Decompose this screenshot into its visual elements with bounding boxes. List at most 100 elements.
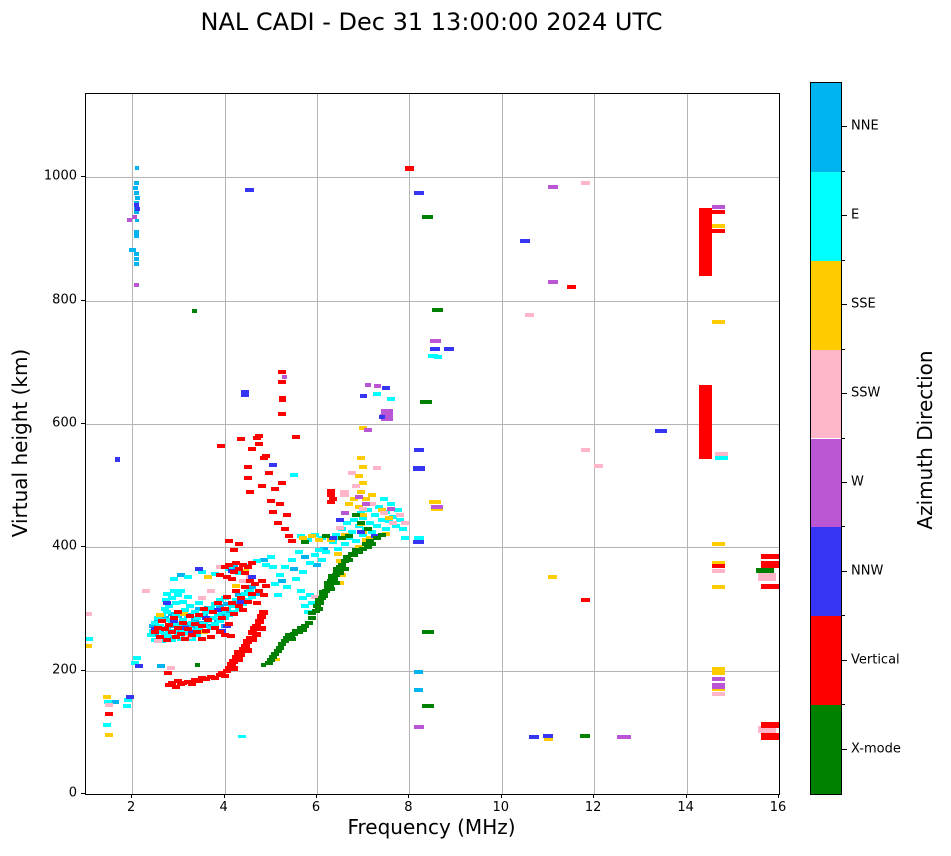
data-point-sse [336, 581, 345, 586]
data-point-nne [134, 190, 140, 195]
data-point-vertical [218, 616, 227, 621]
data-point-vertical [273, 520, 282, 525]
data-point-vertical [248, 591, 257, 596]
data-point-sse [86, 644, 93, 648]
y-tick-label: 200 [52, 662, 77, 678]
data-point-e [347, 529, 356, 534]
data-point-e [340, 542, 349, 547]
data-point-x-mode [280, 639, 289, 643]
data-point-vertical [234, 566, 243, 571]
data-point-e [211, 622, 220, 627]
data-point-nne [414, 669, 424, 674]
data-point-e [266, 554, 275, 559]
y-tick-label: 600 [52, 415, 77, 431]
data-point-vertical [285, 534, 294, 539]
data-point-x-mode [287, 636, 296, 641]
data-point-vertical [283, 513, 291, 518]
data-point-e [370, 513, 379, 518]
data-point-e [386, 502, 395, 507]
data-point-e [190, 610, 199, 615]
data-point-vertical [225, 562, 234, 567]
data-point-e [382, 526, 391, 531]
data-point-e [287, 557, 296, 562]
data-point-vertical [254, 618, 264, 624]
data-point-vertical [202, 677, 211, 682]
data-point-nne [222, 602, 231, 606]
data-point-x-mode [345, 534, 354, 539]
colorbar-tick [842, 481, 847, 483]
data-point-e [234, 571, 243, 576]
data-point-x-mode [278, 642, 287, 647]
data-point-nne [167, 611, 176, 616]
data-point-vertical [216, 630, 224, 635]
data-point-e [232, 597, 241, 602]
x-axis-tick [316, 794, 317, 798]
x-axis-tick [223, 794, 225, 798]
data-point-ssw [594, 463, 604, 468]
data-point-e [102, 722, 111, 727]
data-point-nnw [114, 456, 120, 462]
data-point-sse [712, 671, 726, 676]
data-point-nne [149, 624, 157, 629]
data-point-vertical [195, 613, 204, 618]
x-axis-tick [131, 794, 133, 798]
data-point-nnw [655, 429, 668, 434]
data-point-nne [133, 185, 139, 190]
data-point-x-mode [345, 557, 354, 562]
data-point-e [172, 600, 181, 605]
data-point-x-mode [301, 540, 310, 545]
data-point-vertical [698, 208, 712, 276]
data-point-e [299, 595, 308, 600]
data-point-e [400, 536, 409, 541]
colorbar-segment-vertical [811, 616, 841, 706]
data-point-ssw [166, 666, 175, 671]
data-point-vertical [276, 502, 284, 507]
data-point-vertical [236, 652, 246, 658]
data-point-vertical [162, 637, 171, 642]
data-point-x-mode [756, 568, 775, 574]
data-point-vertical [760, 584, 779, 590]
data-point-x-mode [419, 400, 432, 405]
data-point-vertical [278, 480, 287, 485]
gridline-vertical [686, 94, 688, 794]
data-point-sse [315, 537, 324, 542]
data-point-nne [110, 699, 119, 704]
data-point-ssw [712, 691, 726, 696]
data-point-nne [414, 688, 424, 693]
data-point-w [547, 280, 558, 285]
data-point-vertical [280, 526, 289, 531]
data-point-vertical [197, 636, 206, 641]
data-point-e [183, 574, 192, 579]
data-point-sse [359, 513, 368, 518]
data-point-vertical [211, 676, 220, 681]
data-point-sse [359, 480, 368, 485]
data-point-sse [354, 474, 363, 479]
data-point-nne [134, 166, 139, 170]
data-point-ssw [359, 507, 368, 512]
data-point-sse [712, 561, 726, 566]
data-point-w [340, 511, 349, 516]
data-point-x-mode [331, 581, 340, 586]
data-point-vertical [266, 499, 275, 503]
data-point-vertical [257, 579, 266, 584]
colorbar-boundary-tick [842, 704, 845, 706]
colorbar-tick-label: W [851, 474, 864, 490]
chart-title: NAL CADI - Dec 31 13:00:00 2024 UTC [200, 8, 663, 36]
data-point-vertical [168, 681, 177, 685]
data-point-sse [241, 568, 250, 573]
data-point-w [413, 725, 424, 730]
data-point-e [296, 588, 305, 593]
x-axis-tick [685, 794, 687, 798]
data-point-vertical [227, 600, 236, 605]
data-point-vertical [229, 548, 238, 553]
data-point-e [306, 560, 315, 565]
data-point-sse [275, 658, 281, 662]
plot-area [85, 93, 780, 795]
data-point-w [386, 507, 395, 512]
data-point-nnw [529, 735, 540, 740]
data-point-nnw [236, 599, 245, 604]
data-point-vertical [186, 614, 194, 619]
data-point-vertical [243, 648, 253, 654]
data-point-nnw [443, 346, 454, 351]
